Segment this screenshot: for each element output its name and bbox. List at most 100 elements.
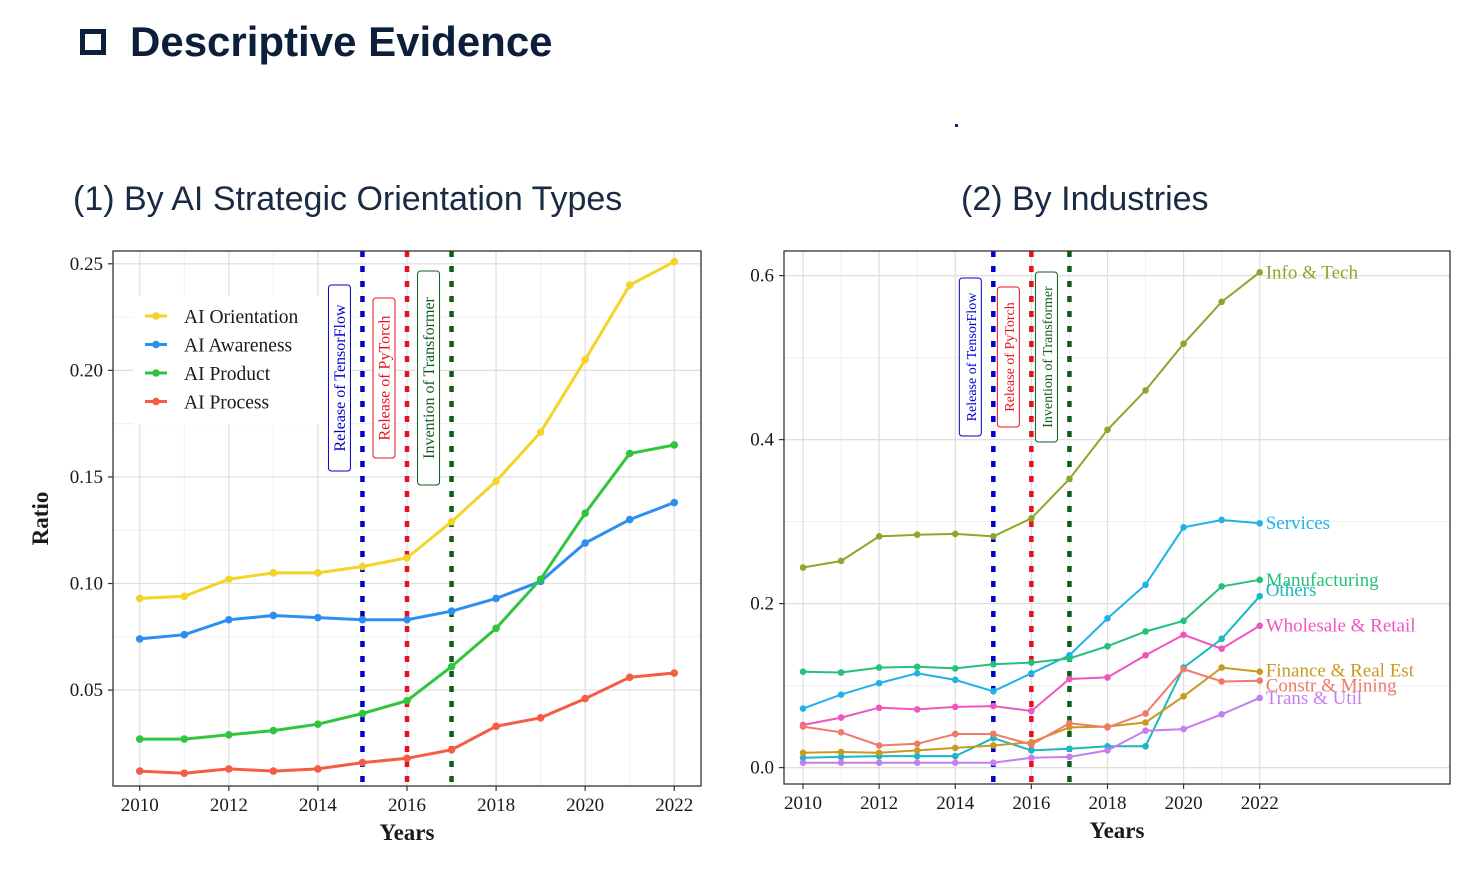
data-point-ai-process [536,713,545,722]
data-point-ai-orientation [180,592,189,601]
data-point-info-and-tech [913,531,921,539]
data-point-services [990,688,997,695]
data-point-ai-orientation [492,477,500,485]
data-point-trans-and-util [951,759,959,766]
data-point-ai-process [447,745,456,754]
data-point-manufacturing [1066,655,1073,662]
data-point-ai-awareness [314,613,322,622]
industries-chart-group: Release of TensorFlow Release of PyTorch I… [750,250,1451,843]
event-label-invention-of-transformer: Invention of Transformer [417,270,441,486]
data-point-ai-process [135,767,144,775]
data-point-manufacturing [1028,659,1035,666]
data-point-services [837,691,845,698]
panel-title-orientation: (1) By AI Strategic Orientation Types [73,180,623,218]
event-label-invention-of-transformer: Invention of Transformer [1034,271,1058,443]
data-point-trans-and-util [1180,725,1187,733]
y-tick-label: 0.25 [70,254,103,275]
data-point-finance-and-real-est [799,749,807,757]
data-point-ai-process [403,754,411,763]
data-point-manufacturing [799,668,807,675]
x-tick-label: 2012 [210,795,248,816]
x-tick-label: 2014 [299,795,338,816]
data-point-constr-and-mining [1104,724,1111,731]
data-point-ai-orientation [670,257,679,266]
y-tick-label: 0.6 [750,266,774,287]
event-label-release-of-pytorch: Release of PyTorch [996,286,1020,428]
event-label-text: Release of TensorFlow [965,292,980,422]
data-point-info-and-tech [1104,426,1111,434]
data-point-ai-product [225,731,233,739]
data-point-services [913,670,921,677]
data-point-info-and-tech [1180,340,1187,347]
data-point-constr-and-mining [837,729,845,736]
data-point-ai-product [180,735,189,743]
dot-mark [955,124,958,127]
legend-label-ai-orientation: AI Orientation [184,307,299,328]
data-point-services [1028,670,1035,677]
direct-label-trans-and-util: Trans & Util [1266,688,1362,709]
y-tick-label: 0.10 [70,574,103,595]
y-tick-label: 0.05 [70,680,103,701]
event-label-box [996,286,1020,428]
data-point-manufacturing [875,664,883,671]
orientation-chart-group: Release of TensorFlow Release of PyTorch I… [28,250,702,845]
event-label-release-of-tensorflow: Release of TensorFlow [958,277,982,437]
data-point-ai-product [625,449,634,458]
direct-label-manufacturing: Manufacturing [1266,570,1379,591]
direct-label-constr-and-mining: Constr & Mining [1266,676,1397,697]
checkbox-icon [80,29,106,55]
data-point-services [799,705,807,712]
data-point-ai-orientation [625,281,634,289]
data-point-constr-and-mining [1180,665,1187,673]
data-point-trans-and-util [1256,694,1264,702]
event-label-text: Invention of Transformer [1041,286,1056,428]
data-point-ai-awareness [403,615,411,624]
data-point-manufacturing [1142,628,1149,635]
data-point-ai-product [269,726,278,735]
data-point-manufacturing [1256,576,1264,584]
data-point-others [1066,745,1073,753]
legend-label-ai-process: AI Process [184,393,269,414]
data-point-ai-awareness [180,630,189,639]
x-axis-label: Years [1090,818,1145,843]
data-point-ai-product [403,696,411,705]
data-point-services [1180,524,1187,531]
data-point-info-and-tech [1142,387,1149,394]
data-point-trans-and-util [1028,754,1035,762]
data-point-wholesale-and-retail [1256,622,1264,630]
data-point-wholesale-and-retail [1028,707,1035,715]
slide-title: Descriptive Evidence [80,12,553,72]
data-point-ai-orientation [135,594,144,603]
x-tick-label: 2014 [936,793,975,814]
data-point-ai-product [492,624,500,633]
data-point-info-and-tech [1218,298,1225,306]
data-point-trans-and-util [837,759,845,766]
x-tick-label: 2020 [566,795,604,816]
event-label-text: Release of PyTorch [377,315,394,440]
legend-swatch-dot [152,397,160,406]
data-point-ai-orientation [447,517,456,526]
data-point-manufacturing [990,660,997,668]
data-point-trans-and-util [875,759,883,766]
x-tick-label: 2020 [1165,793,1203,814]
y-tick-label: 0.15 [70,467,103,488]
data-point-ai-process [225,765,233,773]
data-point-ai-awareness [225,615,233,624]
data-point-ai-awareness [581,539,589,547]
data-point-others [913,752,921,760]
data-point-others [1256,592,1264,600]
x-tick-label: 2016 [1012,793,1050,814]
slide-title-text: Descriptive Evidence [130,18,553,65]
data-point-ai-product [135,735,144,743]
event-label-text: Release of TensorFlow [332,304,349,451]
x-tick-label: 2010 [121,795,159,816]
panel-title-industries: (2) By Industries [961,180,1209,218]
event-label-release-of-tensorflow: Release of TensorFlow [327,284,351,472]
data-point-services [1104,615,1111,622]
direct-label-services: Services [1266,513,1330,534]
data-point-wholesale-and-retail [1066,675,1073,683]
data-point-trans-and-util [799,759,807,766]
x-tick-label: 2016 [388,795,426,816]
data-point-ai-orientation [314,569,322,577]
